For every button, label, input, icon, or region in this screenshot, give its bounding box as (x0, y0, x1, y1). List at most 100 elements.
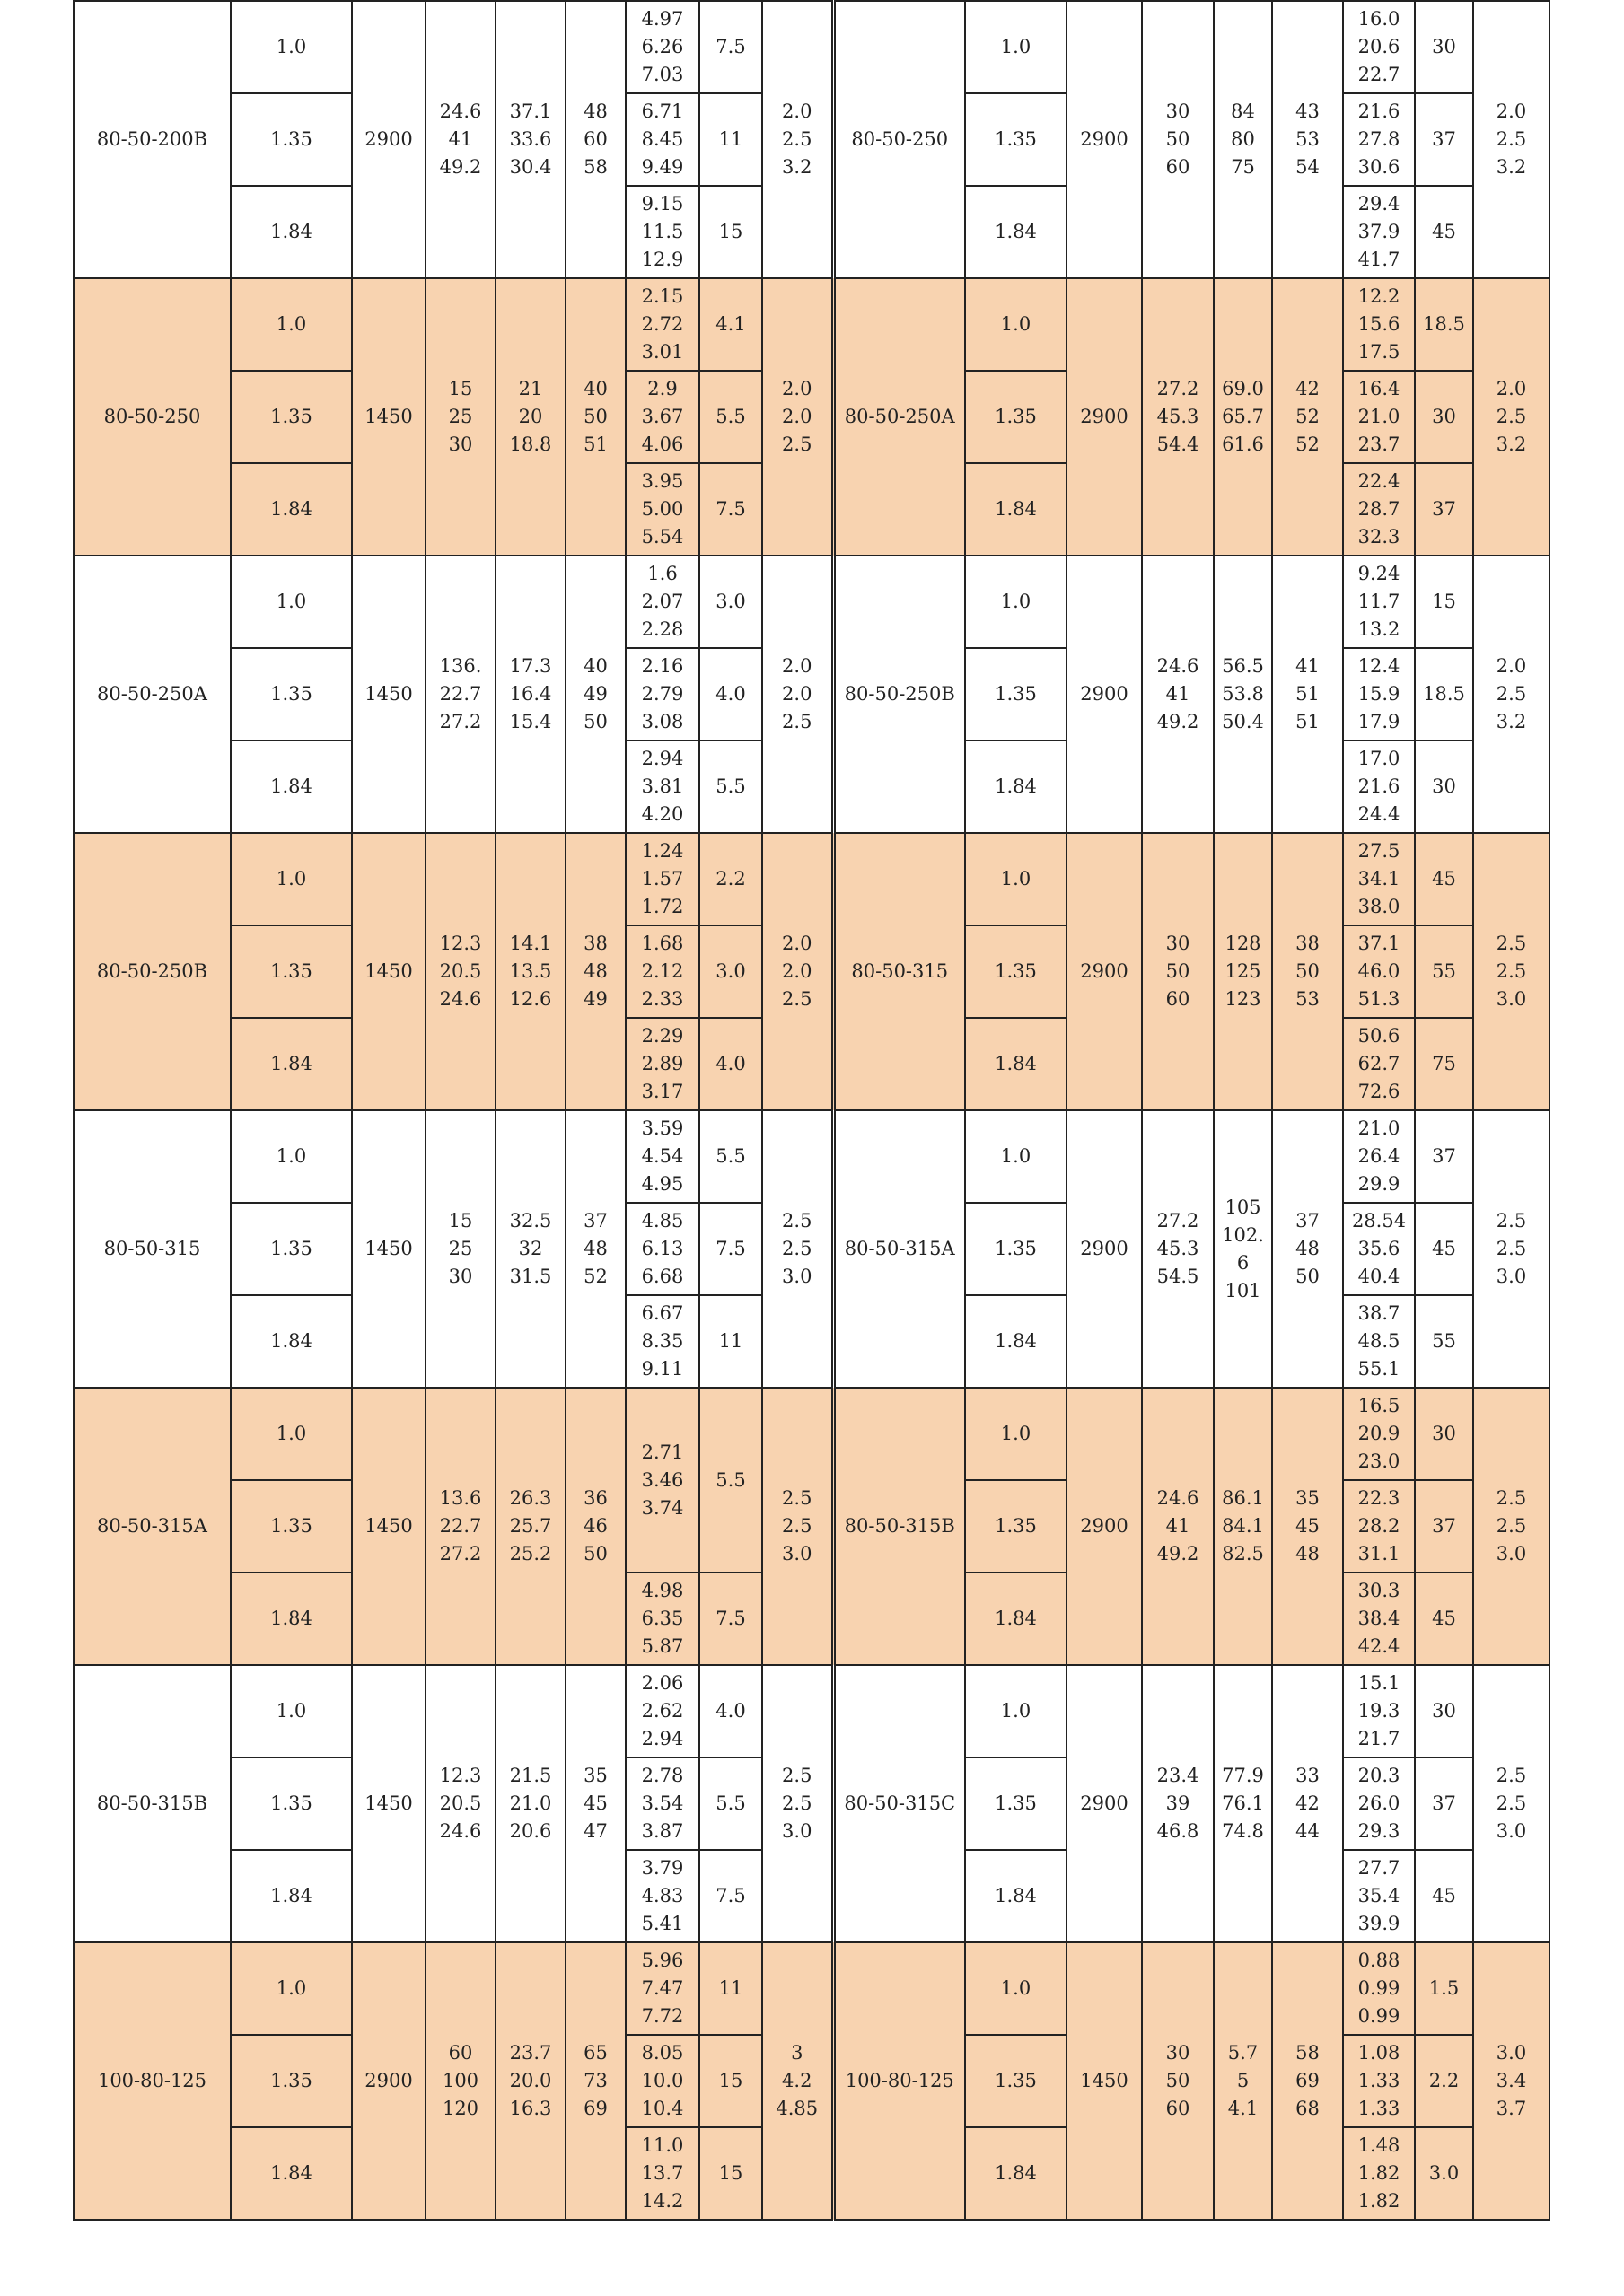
density-cell: 1.35 (964, 925, 1067, 1019)
efficiency-cell: 42 52 52 (1271, 277, 1344, 556)
motor-power-cell: 45 (1414, 832, 1474, 926)
flow-cell: 12.3 20.5 24.6 (425, 832, 496, 1111)
shaft-power-value: 2.29 (641, 1025, 684, 1047)
head-cell: 69.0 65.7 61.6 (1213, 277, 1273, 556)
shaft-power-value: 28.7 (1357, 498, 1400, 520)
shaft-power-value: 1.82 (1357, 2162, 1400, 2184)
efficiency-cell: 40 50 51 (565, 277, 627, 556)
table-row: 1.35 1.35 22.3 28.2 31.1 37 (74, 1479, 1549, 1573)
motor-power-value: 55 (1432, 1330, 1456, 1352)
shaft-power-value: 9.49 (641, 156, 684, 178)
motor-power-cell: 37 (1414, 92, 1474, 187)
shaft-power-value: 11.5 (641, 221, 684, 242)
npsh-value: 2.5 (1496, 933, 1527, 954)
density-cell: 1.0 (964, 832, 1067, 926)
npsh-value: 2.5 (1496, 1238, 1527, 1259)
flow-value: 13.6 (439, 1487, 482, 1509)
shaft-power-value: 21.0 (1357, 406, 1400, 427)
shaft-power-value: 1.82 (1357, 2190, 1400, 2212)
shaft-power-value: 3.54 (641, 1792, 684, 1814)
shaft-power-value: 22.3 (1357, 1487, 1400, 1509)
density-cell: 1.35 (230, 92, 353, 187)
shaft-power-value: 37.9 (1357, 221, 1400, 242)
speed-cell: 2900 (1066, 1387, 1143, 1666)
density-cell: 1.35 (964, 92, 1067, 187)
npsh-cell: 2.5 2.5 3.0 (761, 1109, 834, 1389)
head-value: 101 (1225, 1279, 1261, 1301)
head-value: 17.3 (509, 655, 552, 677)
shaft-power-value: 30.6 (1357, 156, 1400, 178)
shaft-power-cell: 30.3 38.4 42.4 (1342, 1572, 1416, 1666)
shaft-power-value: 20.3 (1357, 1765, 1400, 1786)
flow-value: 20.5 (439, 1792, 482, 1814)
model-name: 80-50-200B (96, 128, 208, 150)
density-cell: 1.0 (964, 277, 1067, 372)
shaft-power-cell: 21.0 26.4 29.9 (1342, 1109, 1416, 1204)
npsh-cell: 2.5 2.5 3.0 (1472, 1109, 1550, 1389)
model-name: 80-50-315B (844, 1515, 955, 1537)
efficiency-value: 49 (584, 988, 608, 1010)
npsh-value: 3.0 (1496, 1820, 1527, 1842)
density-cell: 1.0 (964, 1664, 1067, 1758)
shaft-power-value: 20.9 (1357, 1423, 1400, 1444)
shaft-power-value: 29.3 (1357, 1820, 1400, 1842)
head-value: 30.4 (509, 156, 552, 178)
table-row: 1.35 2.16 2.79 3.08 4.0 1.35 12.4 15.9 17.9 18.5 (74, 647, 1549, 741)
shaft-power-cell: 3.79 4.83 5.41 (625, 1849, 700, 1943)
table-row: 1.35 6.71 8.45 9.49 11 1.35 21.6 27.8 30.6 37 (74, 92, 1549, 187)
head-cell: 17.3 16.4 15.4 (495, 555, 566, 834)
motor-power-cell: 4.1 (698, 277, 763, 372)
npsh-cell: 3 4.2 4.85 (761, 1941, 834, 2221)
shaft-power-cell: 3.59 4.54 4.95 (625, 1109, 700, 1204)
flow-value: 25 (448, 406, 473, 427)
head-value: 74.8 (1222, 1820, 1264, 1842)
speed-cell: 2900 (1066, 832, 1143, 1111)
head-cell: 56.5 53.8 50.4 (1213, 555, 1273, 834)
shaft-power-value: 10.4 (641, 2098, 684, 2119)
motor-power-value: 4.0 (715, 683, 746, 705)
npsh-value: 2.5 (1496, 1765, 1527, 1786)
npsh-value: 2.0 (782, 655, 812, 677)
shaft-power-value: 32.3 (1357, 526, 1400, 548)
shaft-power-cell: 16.0 20.6 22.7 (1342, 0, 1416, 94)
head-value: 4.1 (1227, 2098, 1259, 2119)
density-cell: 1.35 (964, 1479, 1067, 1573)
motor-power-value: 7.5 (715, 1885, 746, 1906)
npsh-value: 3.2 (1496, 711, 1527, 732)
speed-value: 2900 (1080, 683, 1128, 705)
npsh-value: 2.5 (1496, 960, 1527, 982)
motor-power-value: 5.5 (715, 1145, 746, 1167)
npsh-value: 3 (791, 2042, 803, 2064)
motor-power-cell: 18.5 (1414, 277, 1474, 372)
efficiency-value: 45 (1295, 1515, 1320, 1537)
table-row: 1.35 2.78 3.54 3.87 5.5 1.35 20.3 26.0 29.3 37 (74, 1757, 1549, 1851)
motor-power-value: 45 (1432, 1608, 1456, 1629)
shaft-power-cell: 11.0 13.7 14.2 (625, 2126, 700, 2221)
shaft-power-cell: 16.5 20.9 23.0 (1342, 1387, 1416, 1481)
speed-value: 2900 (364, 128, 413, 150)
npsh-value: 2.5 (782, 988, 812, 1010)
efficiency-value: 53 (1295, 128, 1320, 150)
model-cell: 80-50-250A (73, 555, 232, 834)
model-cell: 80-50-315B (830, 1387, 966, 1666)
flow-cell: 136. 22.7 27.2 (425, 555, 496, 834)
head-value: 21.0 (509, 1792, 552, 1814)
npsh-value: 2.5 (782, 1210, 812, 1231)
flow-value: 12.3 (439, 933, 482, 954)
shaft-power-value: 3.59 (641, 1117, 684, 1139)
model-cell: 100-80-125 (830, 1941, 966, 2221)
npsh-value: 2.5 (782, 1792, 812, 1814)
motor-power-cell: 75 (1414, 1017, 1474, 1111)
density-value: 1.35 (995, 1515, 1037, 1537)
efficiency-cell: 40 49 50 (565, 555, 627, 834)
table-row: 1.84 9.15 11.5 12.9 15 1.84 29.4 37.9 41.7 45 (74, 185, 1549, 279)
shaft-power-value: 1.57 (641, 868, 684, 889)
density-value: 1.35 (270, 2070, 312, 2091)
speed-cell: 2900 (1066, 555, 1143, 834)
flow-value: 20.5 (439, 960, 482, 982)
density-value: 1.35 (270, 1238, 312, 1259)
shaft-power-value: 3.67 (641, 406, 684, 427)
flow-cell: 13.6 22.7 27.2 (425, 1387, 496, 1666)
speed-cell: 2900 (351, 1941, 426, 2221)
npsh-value: 2.5 (782, 711, 812, 732)
